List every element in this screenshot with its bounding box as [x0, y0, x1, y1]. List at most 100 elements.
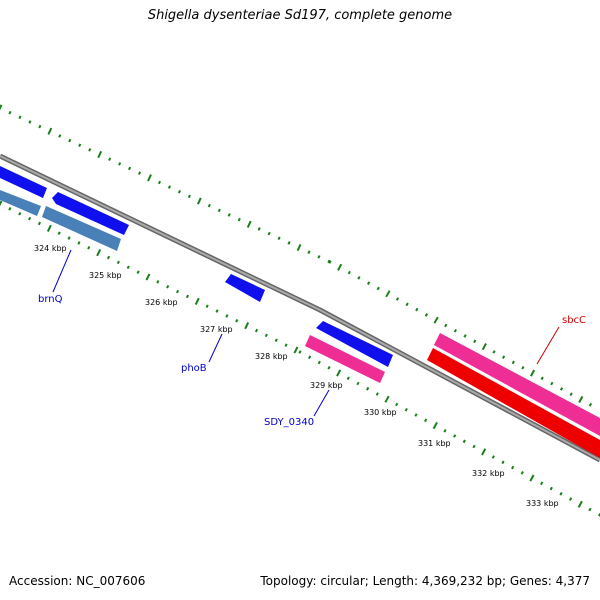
minor-tick-mark: [588, 402, 593, 407]
minor-tick-mark: [137, 171, 142, 175]
minor-tick-mark: [444, 323, 448, 328]
minor-tick-mark: [57, 231, 61, 235]
minor-tick-mark: [235, 319, 239, 323]
minor-tick-mark: [472, 444, 476, 449]
minor-tick-mark: [424, 313, 429, 317]
kbp-tick-label: 326 kbp: [145, 298, 178, 307]
kbp-tick-label: 329 kbp: [310, 381, 343, 390]
gene-feature[interactable]: [52, 192, 129, 235]
minor-tick-mark: [327, 365, 331, 370]
minor-tick-mark: [453, 434, 457, 438]
minor-tick-mark: [18, 211, 22, 216]
minor-tick-mark: [28, 120, 32, 124]
brnq-leader-line: [52, 249, 72, 293]
sbcc-leader-line: [536, 326, 560, 365]
minor-tick-mark: [395, 297, 400, 301]
major-tick-mark: [529, 474, 535, 482]
minor-tick-mark: [215, 309, 219, 313]
kbp-tick-label: 327 kbp: [200, 325, 233, 334]
gene-feature[interactable]: [434, 333, 600, 436]
major-tick-mark: [577, 500, 583, 508]
major-tick-mark: [0, 104, 3, 111]
inner-tick-row: [0, 200, 600, 517]
minor-tick-mark: [443, 429, 447, 433]
major-tick-mark: [432, 421, 438, 430]
minor-tick-mark: [414, 413, 418, 417]
minor-tick-mark: [187, 194, 191, 199]
major-tick-mark: [433, 316, 439, 324]
minor-tick-mark: [254, 328, 259, 333]
kbp-tick-label: 331 kbp: [418, 439, 451, 448]
kbp-tick-label: 328 kbp: [255, 352, 288, 361]
minor-tick-mark: [463, 334, 467, 338]
minor-tick-mark: [267, 231, 271, 236]
minor-tick-mark: [317, 360, 321, 365]
major-tick-mark: [97, 150, 103, 159]
gene-label-phob[interactable]: phoB: [181, 363, 207, 374]
minor-tick-mark: [58, 134, 62, 138]
minor-tick-mark: [77, 241, 81, 245]
minor-tick-mark: [540, 376, 544, 381]
minor-tick-mark: [126, 265, 130, 270]
minor-tick-mark: [492, 350, 496, 354]
major-tick-mark: [293, 346, 299, 354]
minor-tick-mark: [177, 189, 182, 194]
minor-tick-mark: [550, 381, 554, 386]
page-title: Shigella dysenteriae Sd197, complete gen…: [147, 8, 453, 23]
major-tick-mark: [384, 395, 390, 403]
minor-tick-mark: [511, 465, 515, 470]
phob-leader-line: [208, 333, 223, 363]
outer-tick-row: [0, 104, 593, 407]
major-tick-mark: [296, 243, 302, 252]
minor-tick-mark: [225, 314, 229, 318]
kbp-tick-label: 330 kbp: [364, 408, 397, 417]
minor-tick-mark: [167, 185, 172, 189]
gene-feature[interactable]: [42, 206, 121, 251]
minor-tick-mark: [217, 208, 221, 213]
minor-tick-mark: [284, 343, 288, 347]
minor-tick-mark: [521, 365, 525, 370]
genome-summary-text: Topology: circular; Length: 4,369,232 bp…: [260, 574, 590, 588]
gene-feature[interactable]: [0, 166, 47, 198]
minor-tick-mark: [37, 221, 42, 226]
gene-feature[interactable]: [225, 274, 265, 302]
gene-label-brnq[interactable]: brnQ: [38, 294, 63, 305]
minor-tick-mark: [559, 492, 563, 496]
minor-tick-mark: [328, 260, 332, 264]
kbp-tick-label: 332 kbp: [472, 469, 505, 478]
minor-tick-mark: [68, 138, 72, 143]
minor-tick-mark: [327, 259, 331, 264]
minor-tick-mark: [18, 115, 22, 120]
minor-tick-mark: [540, 481, 544, 486]
major-tick-mark: [0, 200, 3, 207]
minor-tick-mark: [367, 281, 371, 285]
minor-tick-mark: [127, 166, 132, 171]
major-tick-mark: [194, 297, 200, 305]
gene-feature[interactable]: [316, 321, 393, 367]
major-tick-mark: [96, 249, 102, 257]
minor-tick-mark: [8, 207, 12, 211]
minor-tick-mark: [346, 376, 350, 381]
minor-tick-mark: [588, 507, 592, 512]
major-tick-mark: [147, 174, 152, 182]
minor-tick-mark: [501, 460, 505, 465]
major-tick-mark: [336, 369, 342, 377]
minor-tick-mark: [176, 289, 180, 294]
major-tick-mark: [481, 343, 487, 351]
accession-text: Accession: NC_007606: [9, 574, 146, 588]
gene-label-sbcc[interactable]: sbcC: [562, 315, 586, 326]
minor-tick-mark: [205, 304, 209, 308]
minor-tick-mark: [78, 143, 82, 148]
minor-tick-mark: [28, 216, 32, 221]
minor-tick-mark: [462, 439, 466, 444]
minor-tick-mark: [376, 286, 380, 291]
minor-tick-mark: [356, 381, 360, 386]
gene-feature[interactable]: [427, 348, 600, 458]
gene-feature[interactable]: [0, 190, 41, 216]
minor-tick-mark: [424, 418, 428, 423]
gene-feature[interactable]: [305, 335, 385, 383]
minor-tick-mark: [118, 162, 122, 166]
major-tick-mark: [530, 369, 536, 377]
major-tick-mark: [46, 224, 52, 232]
gene-label-sdy0340[interactable]: SDY_0340: [264, 417, 314, 428]
